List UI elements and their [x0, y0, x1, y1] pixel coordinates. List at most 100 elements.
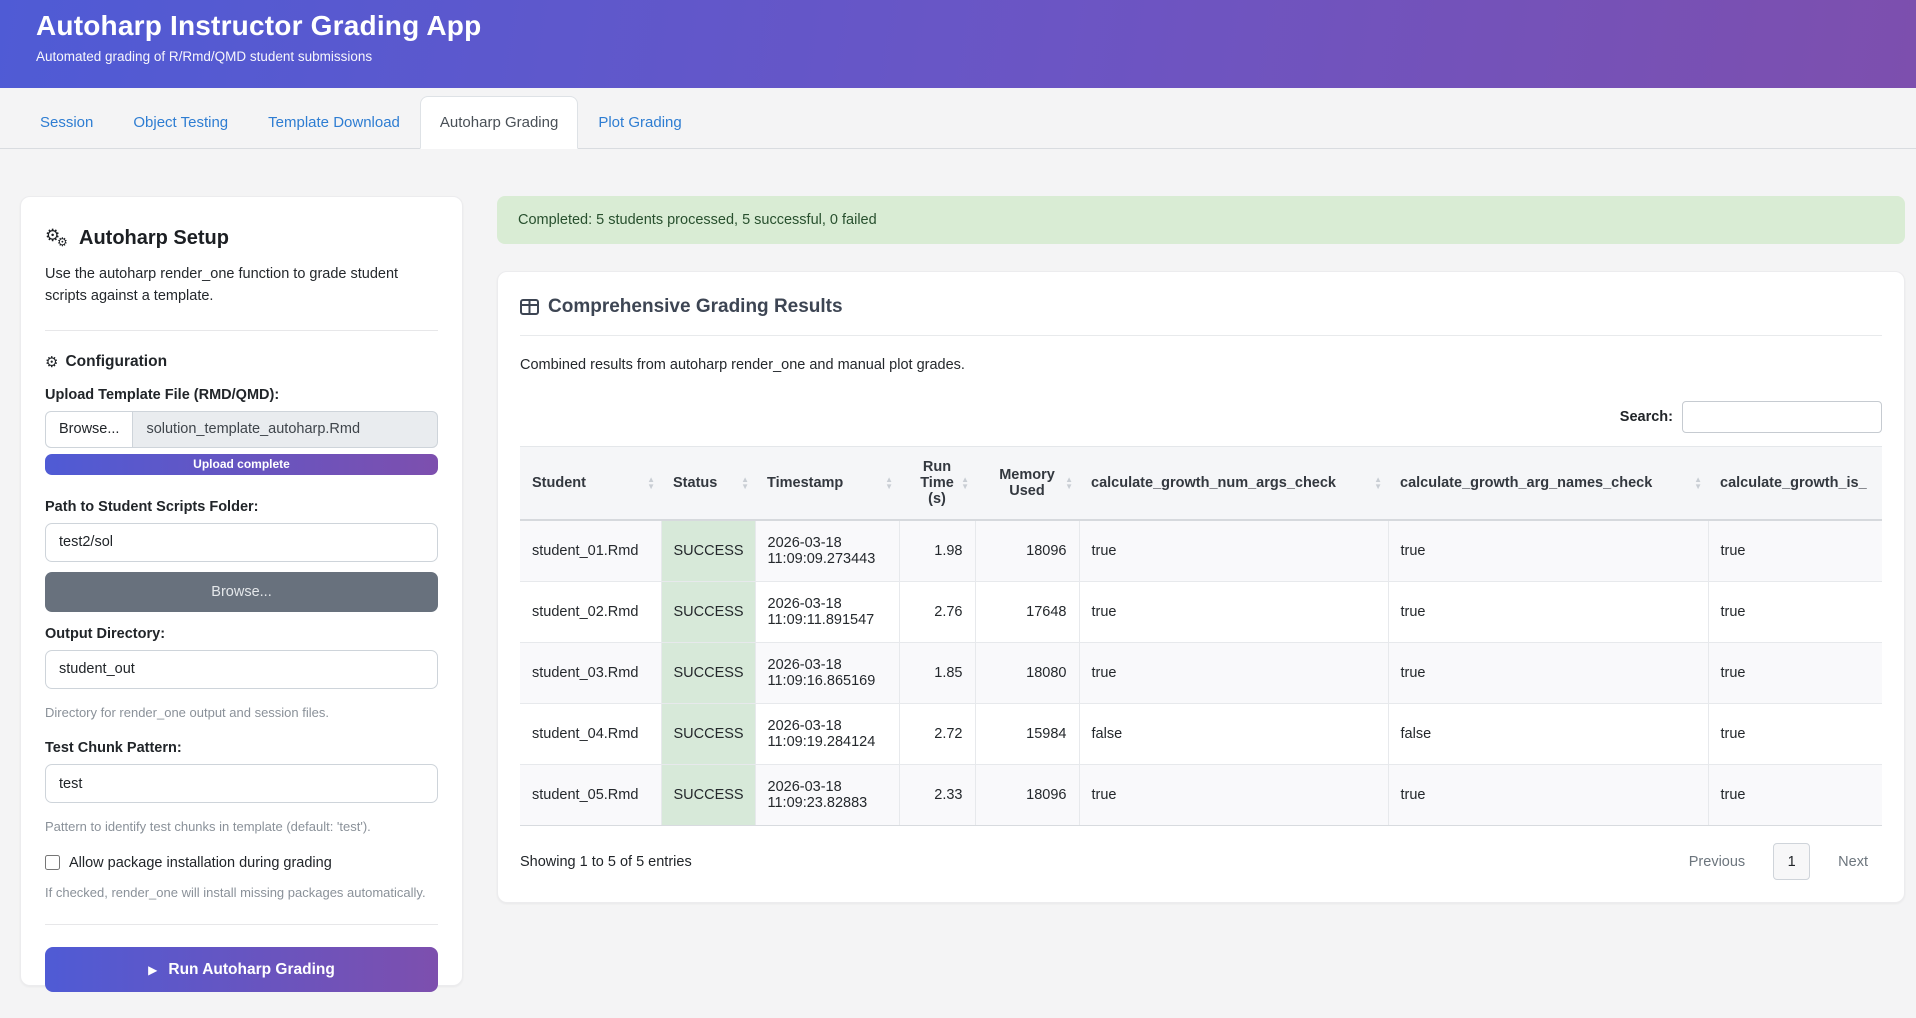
- template-filename: solution_template_autoharp.Rmd: [133, 410, 438, 448]
- content-area: ⚙ ⚙ Autoharp Setup Use the autoharp rende…: [0, 149, 1916, 993]
- table-cell: true: [1079, 520, 1389, 582]
- package-install-help: If checked, render_one will install miss…: [45, 884, 426, 900]
- table-cell: 2026-03-18 11:09:19.284124: [755, 703, 900, 765]
- results-card: Comprehensive Grading Results Combined r…: [497, 271, 1905, 903]
- sort-icon: ▲ ▼: [1374, 475, 1382, 491]
- tab-object-testing[interactable]: Object Testing: [133, 114, 229, 131]
- table-row: student_02.Rmd SUCCESS 2026-03-18 11:09:11…: [520, 581, 1882, 643]
- current-page-button[interactable]: 1: [1773, 843, 1811, 880]
- panel-title: ⚙ ⚙ Autoharp Setup: [45, 225, 438, 250]
- table-cell: 17648: [975, 581, 1080, 643]
- table-cell: true: [1079, 581, 1389, 643]
- table-cell: SUCCESS: [661, 581, 756, 643]
- column-header-num-args-check[interactable]: calculate_growth_num_args_check ▲ ▼: [1079, 446, 1388, 521]
- next-page-button[interactable]: Next: [1838, 853, 1868, 870]
- sort-icon: ▲ ▼: [741, 475, 749, 491]
- table-cell: true: [1079, 764, 1389, 826]
- previous-page-button[interactable]: Previous: [1688, 853, 1746, 870]
- tab-autoharp-grading[interactable]: Autoharp Grading: [419, 96, 579, 149]
- panel-description: Use the autoharp render_one function to …: [45, 266, 399, 305]
- table-cell: 15984: [975, 703, 1080, 765]
- run-button-label: Run Autoharp Grading: [168, 960, 335, 978]
- sort-icon: ▲ ▼: [1694, 475, 1702, 491]
- column-header-status[interactable]: Status ▲ ▼: [661, 446, 755, 521]
- scripts-folder-label: Path to Student Scripts Folder:: [45, 498, 259, 515]
- table-cell: true: [1708, 642, 1882, 704]
- table-cell: student_01.Rmd: [520, 520, 662, 582]
- table-footer: Showing 1 to 5 of 5 entries Previous 1 N…: [520, 843, 1882, 880]
- results-heading: Comprehensive Grading Results: [520, 296, 1882, 336]
- table-cell: student_03.Rmd: [520, 642, 662, 704]
- table-cell: 2.72: [899, 703, 976, 765]
- package-install-label[interactable]: Allow package installation during gradin…: [69, 854, 332, 871]
- table-row: student_01.Rmd SUCCESS 2026-03-18 11:09:09…: [520, 520, 1882, 582]
- table-cell: 18080: [975, 642, 1080, 704]
- table-cell: 2026-03-18 11:09:11.891547: [755, 581, 900, 643]
- template-browse-button[interactable]: Browse...: [45, 410, 134, 448]
- search-input[interactable]: [1682, 401, 1882, 433]
- pagination: Previous 1 Next: [1675, 843, 1882, 880]
- column-header-arg-names-check[interactable]: calculate_growth_arg_names_check ▲ ▼: [1388, 446, 1708, 521]
- table-cell: 2026-03-18 11:09:16.865169: [755, 642, 900, 704]
- table-cell: true: [1708, 703, 1882, 765]
- column-header-is-check[interactable]: calculate_growth_is_: [1708, 446, 1882, 521]
- table-cell: 1.98: [899, 520, 976, 582]
- file-input-group: Browse... solution_template_autoharp.Rmd: [45, 410, 438, 448]
- scripts-folder-input[interactable]: [45, 522, 438, 562]
- configuration-heading: ⚙ Configuration: [45, 353, 438, 371]
- sort-icon: ▲ ▼: [885, 475, 893, 491]
- table-cell: student_05.Rmd: [520, 764, 662, 826]
- table-cell: 2.76: [899, 581, 976, 643]
- results-description: Combined results from autoharp render_on…: [520, 357, 965, 373]
- upload-template-label: Upload Template File (RMD/QMD):: [45, 386, 280, 403]
- table-cell: true: [1079, 642, 1389, 704]
- chunk-pattern-label: Test Chunk Pattern:: [45, 740, 182, 757]
- completion-alert: Completed: 5 students processed, 5 succe…: [497, 196, 1905, 244]
- results-table: Student ▲ ▼ Status ▲ ▼ Timestamp ▲ ▼ Run Time …: [520, 446, 1882, 826]
- output-directory-input[interactable]: [45, 649, 438, 689]
- table-cell: 2026-03-18 11:09:09.273443: [755, 520, 900, 582]
- table-icon: [520, 299, 539, 315]
- chunk-pattern-input[interactable]: [45, 764, 438, 804]
- autoharp-setup-panel: ⚙ ⚙ Autoharp Setup Use the autoharp rende…: [20, 196, 463, 993]
- divider: [45, 924, 438, 926]
- sort-icon: ▲ ▼: [1065, 475, 1073, 491]
- package-install-checkbox[interactable]: [45, 855, 60, 871]
- output-directory-label: Output Directory:: [45, 625, 166, 642]
- table-cell: true: [1388, 581, 1709, 643]
- table-cell: student_04.Rmd: [520, 703, 662, 765]
- table-cell: false: [1388, 703, 1709, 765]
- table-cell: SUCCESS: [661, 642, 756, 704]
- sort-icon: ▲ ▼: [647, 475, 655, 491]
- results-title-text: Comprehensive Grading Results: [548, 296, 843, 317]
- column-header-memory-used[interactable]: Memory Used ▲ ▼: [975, 446, 1079, 521]
- table-cell: SUCCESS: [661, 703, 756, 765]
- tab-session[interactable]: Session: [40, 114, 94, 131]
- scripts-folder-browse-button[interactable]: Browse...: [45, 571, 438, 612]
- tab-template-download[interactable]: Template Download: [268, 114, 400, 131]
- table-cell: 1.85: [899, 642, 976, 704]
- column-header-student[interactable]: Student ▲ ▼: [520, 446, 661, 521]
- run-autoharp-grading-button[interactable]: ▶ Run Autoharp Grading: [45, 947, 438, 993]
- tab-plot-grading[interactable]: Plot Grading: [598, 114, 682, 131]
- configuration-heading-text: Configuration: [65, 352, 168, 370]
- table-row: student_05.Rmd SUCCESS 2026-03-18 11:09:23…: [520, 764, 1882, 826]
- table-cell: true: [1708, 764, 1882, 826]
- column-header-run-time[interactable]: Run Time (s) ▲ ▼: [899, 446, 975, 521]
- results-table-body: student_01.Rmd SUCCESS 2026-03-18 11:09:09…: [520, 520, 1882, 826]
- table-row: student_03.Rmd SUCCESS 2026-03-18 11:09:16…: [520, 642, 1882, 704]
- table-cell: student_02.Rmd: [520, 581, 662, 643]
- sort-icon: ▲ ▼: [961, 475, 969, 491]
- search-label: Search:: [1619, 409, 1673, 425]
- table-cell: true: [1388, 642, 1709, 704]
- table-cell: 18096: [975, 520, 1080, 582]
- entries-info: Showing 1 to 5 of 5 entries: [520, 853, 692, 870]
- search-row: Search:: [520, 401, 1882, 433]
- column-header-timestamp[interactable]: Timestamp ▲ ▼: [755, 446, 899, 521]
- app-title: Autoharp Instructor Grading App: [36, 10, 482, 41]
- table-cell: SUCCESS: [661, 520, 756, 582]
- gears-icon: ⚙ ⚙: [45, 225, 68, 249]
- table-cell: 2026-03-18 11:09:23.82883: [755, 764, 900, 826]
- table-header-row: Student ▲ ▼ Status ▲ ▼ Timestamp ▲ ▼ Run Time …: [520, 446, 1882, 521]
- gear-icon: ⚙: [45, 353, 59, 371]
